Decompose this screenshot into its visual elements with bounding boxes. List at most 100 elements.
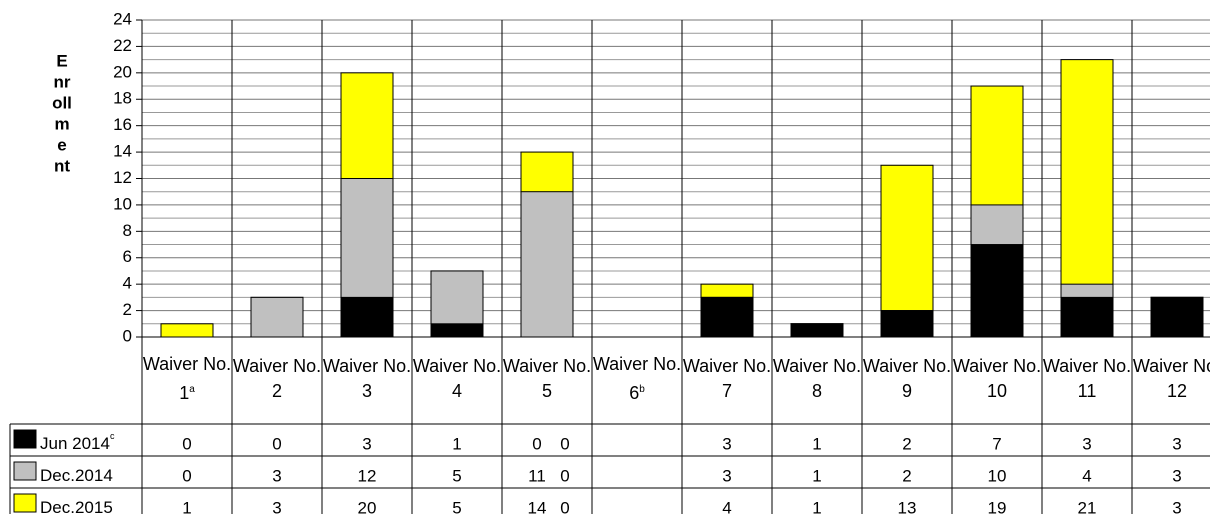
table-value: 3	[1172, 434, 1181, 453]
x-tick-label: Waiver No. 6b	[592, 337, 682, 421]
bar	[880, 310, 934, 338]
x-tick-label-box: Waiver No. 7	[682, 337, 772, 421]
legend-label: Dec.2014	[40, 466, 113, 485]
x-tick-label-box: Waiver No. 10	[952, 337, 1042, 421]
x-tick-label-text: Waiver No. 10	[952, 354, 1042, 404]
x-tick-label: Waiver No. 10	[952, 337, 1042, 421]
table-value: 3	[722, 434, 731, 453]
category-name: Waiver No. 1	[142, 354, 232, 403]
y-tick-label: 18	[113, 89, 132, 108]
x-tick-label-text: Waiver No. 7	[682, 354, 772, 404]
legend-swatch	[13, 461, 37, 481]
x-tick-label: Waiver No. 9	[862, 337, 952, 421]
legend-note: c	[110, 431, 115, 441]
table-value: 0	[182, 434, 191, 453]
x-tick-label: Waiver No. 7	[682, 337, 772, 421]
bar	[250, 296, 304, 338]
table-value: 3	[272, 498, 281, 514]
table-value: 3	[722, 466, 731, 485]
x-tick-label-text: Waiver No. 3	[322, 354, 412, 404]
y-tick-label: 16	[113, 115, 132, 134]
y-tick-label: 14	[113, 142, 132, 161]
y-axis-title: e	[57, 135, 66, 154]
table-value: 5	[452, 498, 461, 514]
x-tick-label-box: Waiver No. 6b	[592, 337, 682, 421]
category-name: Waiver No. 9	[862, 356, 952, 401]
x-tick-label: Waiver No. 2	[232, 337, 322, 421]
legend-name: Jun 2014	[40, 434, 110, 453]
y-tick-label: 8	[123, 221, 132, 240]
y-axis-title: oll	[52, 93, 72, 112]
y-tick-label: 6	[123, 247, 132, 266]
table-value: 0	[560, 498, 569, 514]
y-tick-label: 24	[113, 9, 132, 28]
table-value: 0	[560, 434, 569, 453]
legend-name: Dec.2015	[40, 498, 113, 514]
bar	[160, 323, 214, 338]
table-value: 0	[560, 466, 569, 485]
category-name: Waiver No. 10	[952, 356, 1042, 401]
category-name: Waiver No. 2	[232, 356, 322, 401]
bar	[520, 191, 574, 338]
table-value: 3	[272, 466, 281, 485]
table-value: 0	[182, 466, 191, 485]
legend-name: Dec.2014	[40, 466, 113, 485]
y-axis-title: E	[56, 51, 67, 70]
x-tick-label-box: Waiver No. 12	[1132, 337, 1210, 421]
y-tick-label: 22	[113, 36, 132, 55]
table-value: 1	[812, 434, 821, 453]
x-tick-label-text: Waiver No. 12	[1132, 354, 1210, 404]
bar	[700, 296, 754, 338]
table-value: 12	[358, 466, 377, 485]
table-value: 0	[532, 434, 541, 453]
category-name: Waiver No. 11	[1042, 356, 1132, 401]
table-value: 7	[992, 434, 1001, 453]
table-value: 0	[272, 434, 281, 453]
bar	[970, 244, 1024, 338]
x-tick-label-box: Waiver No. 1a	[142, 337, 232, 421]
table-value: 19	[988, 498, 1007, 514]
table-value: 3	[1172, 498, 1181, 514]
category-name: Waiver No. 7	[682, 356, 772, 401]
x-tick-label: Waiver No. 1a	[142, 337, 232, 421]
y-axis-title: nt	[54, 156, 70, 175]
category-name: Waiver No. 4	[412, 356, 502, 401]
category-name: Waiver No. 12	[1132, 356, 1210, 401]
category-name: Waiver No. 3	[322, 356, 412, 401]
y-tick-label: 4	[123, 274, 132, 293]
x-tick-label-text: Waiver No. 6b	[592, 352, 682, 406]
table-value: 14	[528, 498, 547, 514]
bar	[1060, 296, 1114, 338]
category-name: Waiver No. 5	[502, 356, 592, 401]
x-tick-label-text: Waiver No. 5	[502, 354, 592, 404]
x-tick-label: Waiver No. 8	[772, 337, 862, 421]
y-tick-label: 12	[113, 168, 132, 187]
table-value: 3	[1082, 434, 1091, 453]
x-tick-label-box: Waiver No. 11	[1042, 356, 1132, 401]
table-value: 1	[812, 466, 821, 485]
category-name: Waiver No. 6	[592, 354, 682, 403]
x-tick-label-text: Waiver No. 1a	[142, 352, 232, 406]
y-tick-label: 0	[123, 326, 132, 345]
x-tick-label-box: Waiver No. 5	[502, 354, 592, 404]
table-value: 2	[902, 434, 911, 453]
x-tick-label: Waiver No. 12	[1132, 337, 1210, 421]
table-value: 2	[902, 466, 911, 485]
x-tick-label-text: Waiver No. 4	[412, 354, 502, 404]
x-tick-label-text: Waiver No. 8	[772, 354, 862, 404]
table-value: 1	[812, 498, 821, 514]
legend-label: Jun 2014c	[40, 431, 115, 453]
category-note: a	[189, 384, 195, 395]
y-tick-label: 20	[113, 62, 132, 81]
y-tick-label: 2	[123, 300, 132, 319]
y-axis-title: m	[54, 114, 69, 133]
table-value: 11	[528, 466, 546, 485]
table-value: 5	[452, 466, 461, 485]
x-tick-label-box: Waiver No. 3	[322, 337, 412, 421]
x-tick-label: Waiver No. 3	[322, 337, 412, 421]
table-value: 4	[722, 498, 731, 514]
bar	[880, 164, 934, 338]
y-tick-label: 10	[113, 194, 132, 213]
table-value: 1	[182, 498, 191, 514]
